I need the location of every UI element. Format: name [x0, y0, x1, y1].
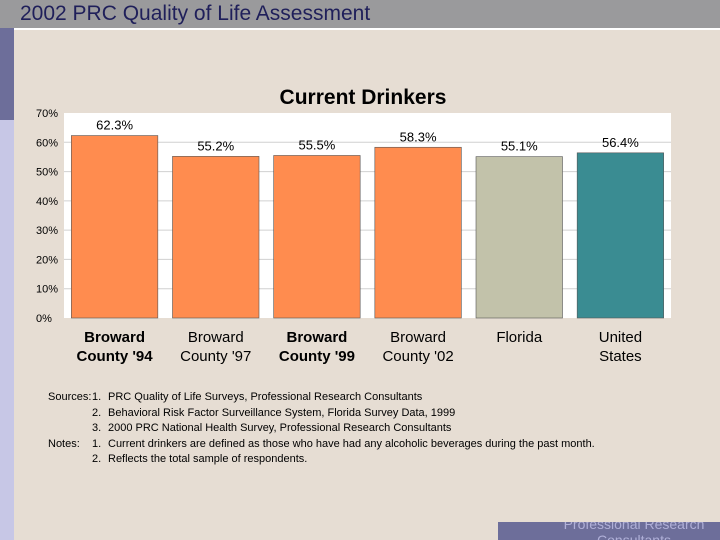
note-number: 1. [92, 437, 102, 450]
chart-title: Current Drinkers [280, 86, 447, 109]
data-label: 55.2% [197, 138, 234, 153]
x-tick-label: Broward [188, 329, 244, 346]
data-label: 58.3% [400, 129, 437, 144]
source-number: 1. [92, 391, 102, 403]
header-band: 2002 PRC Quality of Life Assessment [0, 0, 720, 30]
footer-text: Professional Research Consultants [563, 522, 705, 540]
source-text: Behavioral Risk Factor Surveillance Syst… [108, 406, 456, 419]
bar [71, 135, 159, 319]
sources-label: Sources: [48, 391, 92, 403]
left-accent-bar-light [0, 120, 14, 540]
y-tick-label: 10% [36, 284, 58, 296]
data-label: 62.3% [96, 118, 133, 133]
bar [475, 156, 563, 319]
x-tick-label: United [599, 329, 642, 346]
x-tick-label: County '94 [77, 348, 154, 365]
y-tick-label: 30% [36, 225, 58, 237]
bar [273, 155, 361, 319]
note-text: Reflects the total sample of respondents… [108, 453, 308, 465]
note-text: Current drinkers are defined as those wh… [108, 437, 595, 450]
page-title: 2002 PRC Quality of Life Assessment [20, 2, 371, 25]
y-tick-label: 0% [36, 313, 52, 325]
left-accent-bar-dark [0, 28, 14, 120]
x-tick-label: Florida [496, 329, 543, 346]
note-number: 2. [92, 453, 102, 465]
x-tick-label: Broward [84, 329, 145, 346]
plot-area [64, 113, 671, 318]
bar [172, 156, 260, 319]
source-text: 2000 PRC National Health Survey, Profess… [108, 422, 452, 434]
bar [576, 152, 664, 319]
y-tick-label: 50% [36, 167, 58, 179]
y-tick-label: 40% [36, 196, 58, 208]
x-tick-label: County '97 [180, 348, 251, 365]
y-tick-label: 70% [36, 108, 58, 120]
bar [374, 146, 462, 319]
source-number: 3. [92, 422, 102, 434]
data-label: 56.4% [602, 135, 639, 150]
data-label: 55.5% [298, 137, 335, 152]
y-tick-label: 60% [36, 137, 58, 149]
notes-label: Notes: [48, 437, 80, 450]
y-tick-label: 20% [36, 254, 58, 266]
x-tick-label: Broward [286, 329, 347, 346]
x-tick-label: County '02 [382, 348, 453, 365]
footer-bar: Professional Research Consultants [498, 522, 720, 540]
x-tick-label: Broward [390, 329, 446, 346]
x-tick-label: County '99 [279, 348, 355, 365]
x-tick-label: States [599, 348, 642, 365]
source-text: PRC Quality of Life Surveys, Professiona… [108, 391, 423, 403]
source-number: 2. [92, 406, 102, 419]
data-label: 55.1% [501, 139, 538, 154]
